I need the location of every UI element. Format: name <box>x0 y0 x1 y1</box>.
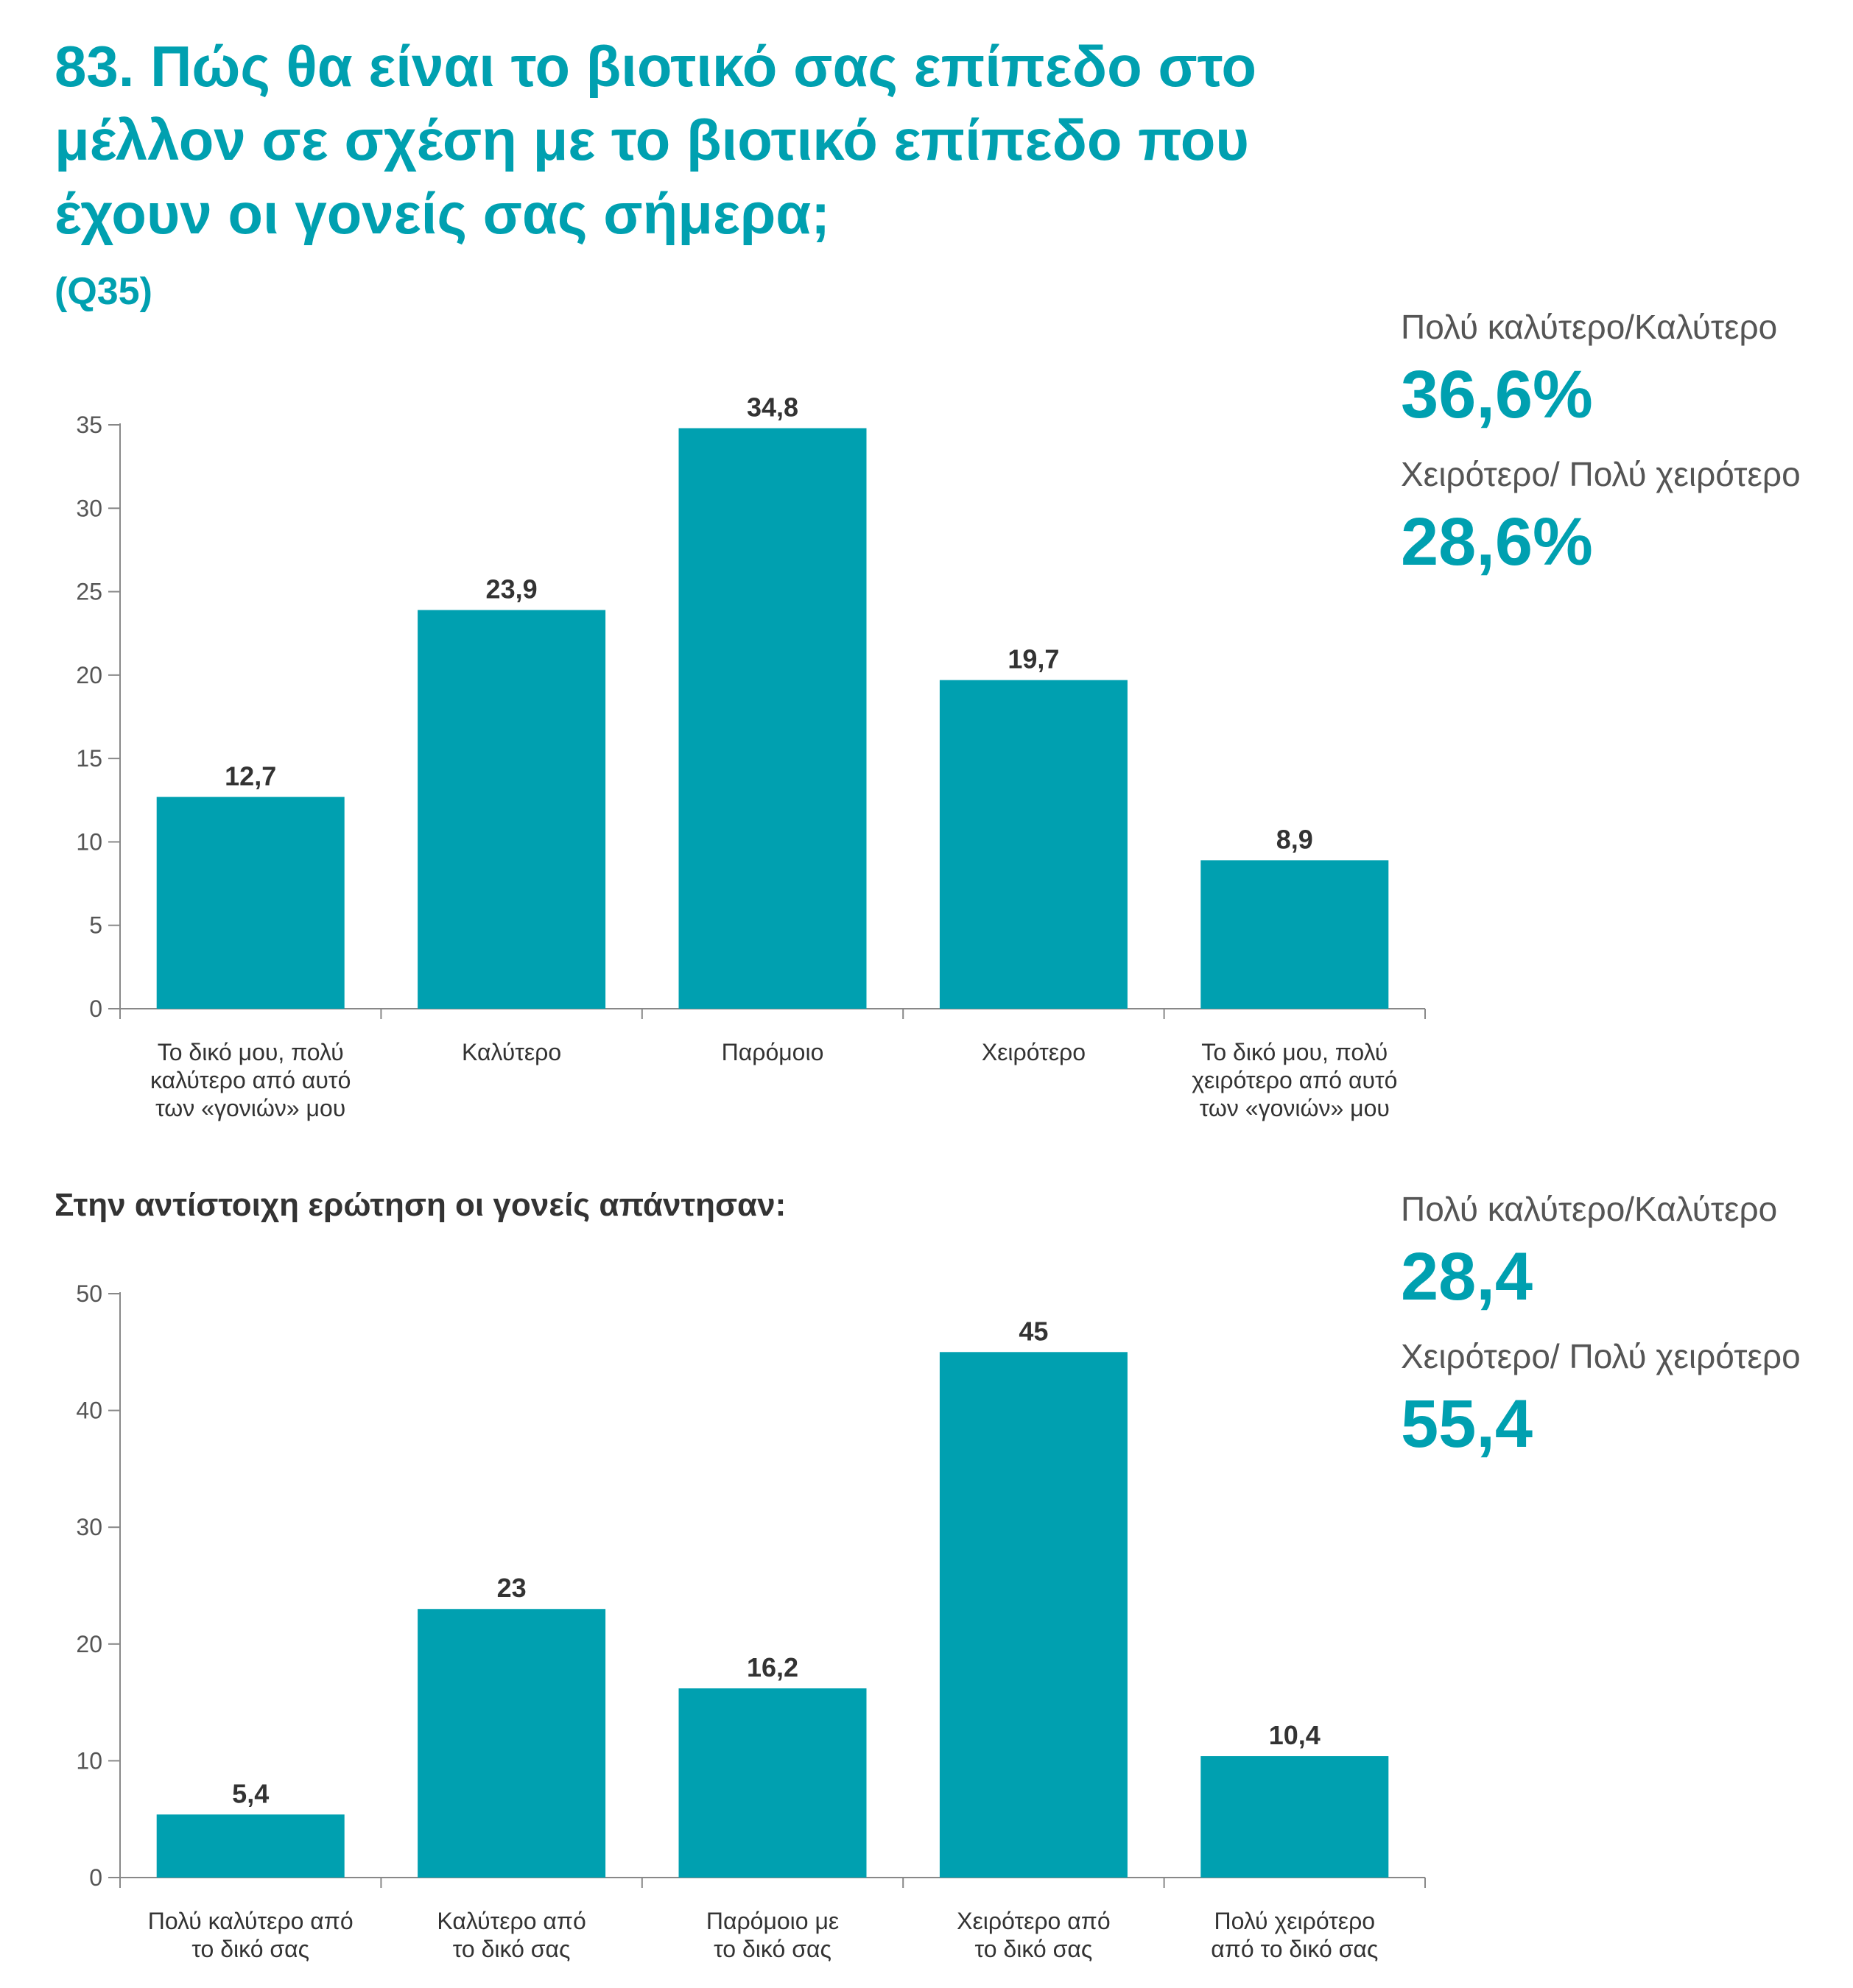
summary-better-label: Πολύ καλύτερο/Καλύτερο <box>1401 1190 1778 1228</box>
y-tick-label: 0 <box>89 1864 102 1891</box>
x-category-label: Το δικό μου, πολύ <box>158 1039 344 1065</box>
summary-panel-1: Πολύ καλύτερο/Καλύτερο 36,6% Χειρότερο/ … <box>1401 303 1801 598</box>
x-category-label: το δικό σας <box>714 1936 831 1962</box>
bar <box>418 610 606 1009</box>
summary-worse-label: Χειρότερο/ Πολύ χειρότερο <box>1401 455 1801 493</box>
bar <box>156 797 345 1009</box>
summary-worse-value: 55,4 <box>1401 1386 1533 1462</box>
bar <box>678 428 867 1009</box>
x-category-label: το δικό σας <box>191 1936 309 1962</box>
y-tick-label: 50 <box>76 1280 102 1307</box>
x-category-label: από το δικό σας <box>1211 1936 1378 1962</box>
x-category-label: Χειρότερο <box>982 1039 1086 1065</box>
bar-value-label: 23,9 <box>486 574 538 604</box>
y-tick-label: 20 <box>76 1631 102 1657</box>
x-category-label: Καλύτερο <box>462 1039 561 1065</box>
y-tick-label: 40 <box>76 1397 102 1424</box>
y-tick-label: 35 <box>76 412 102 438</box>
section-2-heading: Στην αντίστοιχη ερώτηση οι γονείς απάντη… <box>54 1187 787 1223</box>
x-category-label: Παρόμοιο με <box>706 1908 839 1934</box>
x-category-label: Καλύτερο από <box>437 1908 586 1934</box>
bar <box>1200 860 1389 1009</box>
y-tick-label: 30 <box>76 495 102 521</box>
x-category-label: το δικό σας <box>453 1936 571 1962</box>
y-tick-label: 10 <box>76 828 102 855</box>
x-category-label: χειρότερο από αυτό <box>1192 1067 1397 1093</box>
x-category-label: Πολύ καλύτερο από <box>148 1908 354 1934</box>
x-category-label: Παρόμοιο <box>722 1039 824 1065</box>
bar <box>678 1688 867 1878</box>
x-category-label: των «γονιών» μου <box>155 1095 345 1121</box>
y-tick-label: 30 <box>76 1514 102 1540</box>
summary-better-label: Πολύ καλύτερο/Καλύτερο <box>1401 308 1778 346</box>
bar-value-label: 45 <box>1019 1316 1048 1346</box>
x-category-label: Το δικό μου, πολύ <box>1201 1039 1388 1065</box>
y-tick-label: 10 <box>76 1747 102 1774</box>
x-category-label: καλύτερο από αυτό <box>150 1067 351 1093</box>
bar-value-label: 16,2 <box>747 1652 798 1682</box>
y-tick-label: 15 <box>76 745 102 772</box>
bar <box>1200 1756 1389 1878</box>
y-tick-label: 5 <box>89 912 102 939</box>
bar-value-label: 12,7 <box>225 761 276 791</box>
y-tick-label: 0 <box>89 995 102 1022</box>
page-title: 83. Πώς θα είναι το βιοτικό σας επίπεδο … <box>54 34 1257 246</box>
bar-value-label: 5,4 <box>232 1778 269 1808</box>
x-category-label: Πολύ χειρότερο <box>1214 1908 1376 1934</box>
question-code: (Q35) <box>54 270 152 313</box>
summary-worse-label: Χειρότερο/ Πολύ χειρότερο <box>1401 1337 1801 1375</box>
summary-panel-2: Πολύ καλύτερο/Καλύτερο 28,4 Χειρότερο/ Π… <box>1401 1185 1801 1480</box>
x-category-label: το δικό σας <box>975 1936 1093 1962</box>
summary-better-value: 36,6% <box>1401 357 1593 432</box>
bar-value-label: 10,4 <box>1269 1720 1321 1750</box>
bar-value-label: 23 <box>497 1573 527 1603</box>
bar-value-label: 19,7 <box>1008 644 1059 674</box>
x-category-label: των «γονιών» μου <box>1200 1095 1390 1121</box>
x-category-label: Χειρότερο από <box>957 1908 1110 1934</box>
bar <box>418 1609 606 1878</box>
bar <box>156 1814 345 1878</box>
summary-better-value: 28,4 <box>1401 1239 1533 1314</box>
bar <box>939 680 1128 1009</box>
summary-worse-value: 28,6% <box>1401 504 1593 579</box>
bar-value-label: 34,8 <box>747 392 798 423</box>
y-tick-label: 20 <box>76 662 102 688</box>
y-tick-label: 25 <box>76 579 102 605</box>
bar-value-label: 8,9 <box>1276 824 1313 854</box>
bar <box>939 1352 1128 1878</box>
